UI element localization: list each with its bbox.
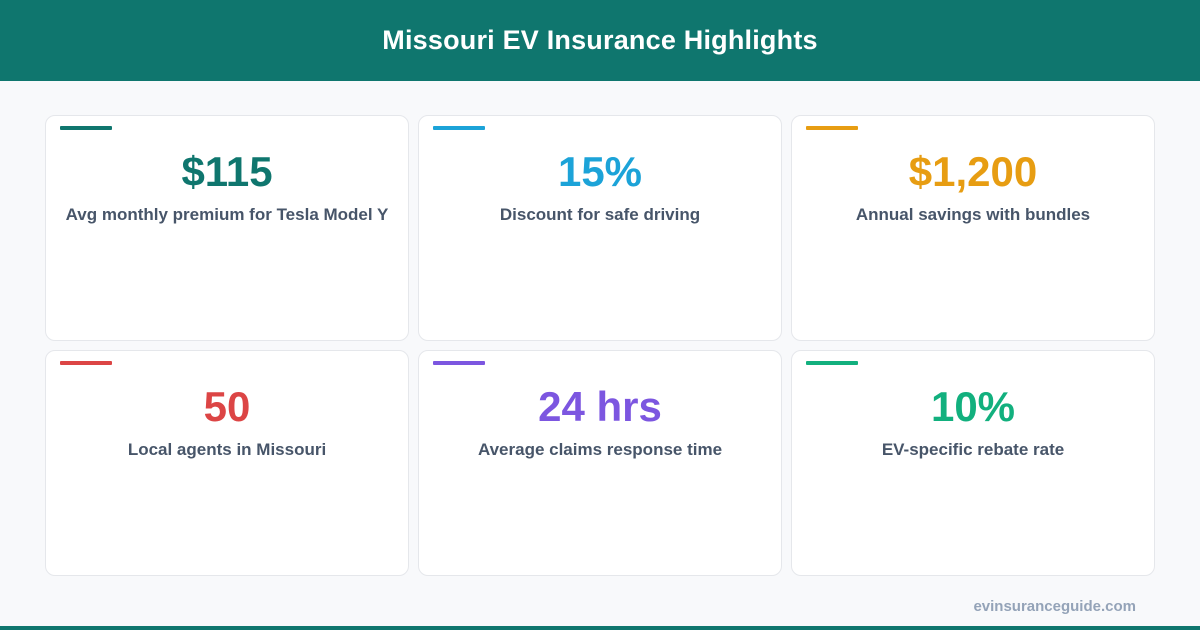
page-title: Missouri EV Insurance Highlights [382, 25, 818, 55]
stat-value: 10% [930, 383, 1016, 430]
header-banner: Missouri EV Insurance Highlights [0, 0, 1200, 81]
stat-label: Discount for safe driving [499, 205, 701, 224]
stat-label: Average claims response time [477, 440, 723, 459]
stat-label: Local agents in Missouri [127, 440, 327, 459]
stats-grid: $115 Avg monthly premium for Tesla Model… [45, 115, 1155, 576]
stat-value: 24 hrs [538, 383, 662, 430]
stat-value: 50 [203, 383, 251, 430]
stat-label: Avg monthly premium for Tesla Model Y [65, 205, 389, 224]
stat-label: Annual savings with bundles [855, 205, 1091, 224]
bottom-accent-bar [0, 626, 1200, 630]
stat-card: 10% EV-specific rebate rate [791, 350, 1155, 576]
stat-label: EV-specific rebate rate [881, 440, 1065, 459]
card-accent-bar [60, 126, 112, 130]
stat-value: $1,200 [908, 148, 1038, 195]
stat-value: 15% [557, 148, 643, 195]
card-accent-bar [806, 361, 858, 365]
footer-site-url: evinsuranceguide.com [973, 598, 1136, 615]
card-accent-bar [60, 361, 112, 365]
stat-value: $115 [181, 148, 273, 195]
card-accent-bar [433, 361, 485, 365]
card-accent-bar [433, 126, 485, 130]
stat-card: 24 hrs Average claims response time [418, 350, 782, 576]
stat-card: $115 Avg monthly premium for Tesla Model… [45, 115, 409, 341]
stat-card: $1,200 Annual savings with bundles [791, 115, 1155, 341]
stat-card: 15% Discount for safe driving [418, 115, 782, 341]
card-accent-bar [806, 126, 858, 130]
stat-card: 50 Local agents in Missouri [45, 350, 409, 576]
